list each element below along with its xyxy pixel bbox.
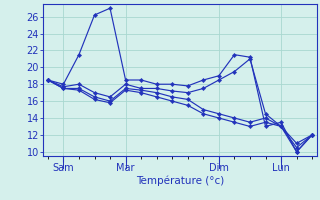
X-axis label: Température (°c): Température (°c) bbox=[136, 176, 224, 186]
